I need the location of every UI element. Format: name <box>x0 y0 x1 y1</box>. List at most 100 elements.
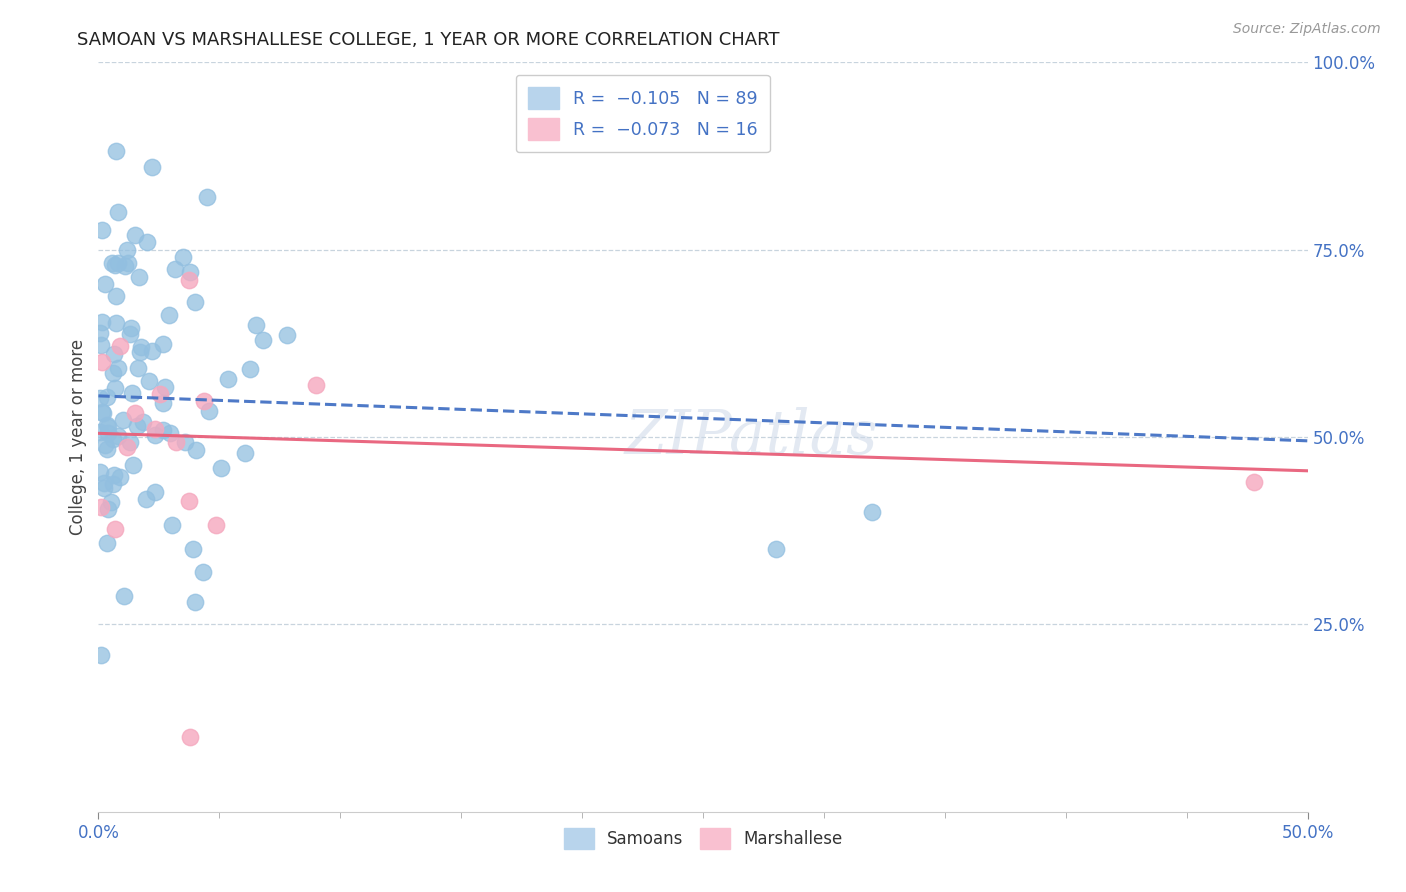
Point <box>124 406 146 420</box>
Point <box>114 259 136 273</box>
Point <box>131 415 153 429</box>
Point <box>103 347 125 361</box>
Point <box>129 340 152 354</box>
Point <box>97 425 120 440</box>
Point <box>104 258 127 272</box>
Point <box>97 502 120 516</box>
Point <box>103 467 125 482</box>
Point <box>118 327 141 342</box>
Point <box>165 262 187 277</box>
Point <box>107 256 129 270</box>
Point <box>305 377 328 392</box>
Y-axis label: College, 1 year or more: College, 1 year or more <box>69 339 87 535</box>
Point <box>97 420 120 434</box>
Point <box>135 491 157 506</box>
Point <box>91 406 114 420</box>
Point <box>115 440 138 454</box>
Point <box>107 360 129 375</box>
Point <box>159 426 181 441</box>
Point <box>90 500 112 515</box>
Point <box>128 345 150 359</box>
Point <box>89 425 111 439</box>
Point <box>100 495 122 509</box>
Point <box>89 465 111 479</box>
Point <box>152 423 174 437</box>
Point <box>765 542 787 557</box>
Point <box>103 433 125 447</box>
Point <box>90 648 112 662</box>
Point <box>94 277 117 291</box>
Point <box>152 396 174 410</box>
Point <box>96 442 118 456</box>
Point <box>93 475 115 490</box>
Point <box>157 308 180 322</box>
Point <box>104 144 127 158</box>
Point <box>1243 475 1265 489</box>
Point <box>104 316 127 330</box>
Point <box>179 730 201 744</box>
Point <box>141 343 163 358</box>
Point <box>108 469 131 483</box>
Point <box>128 270 150 285</box>
Point <box>91 355 114 369</box>
Point <box>239 362 262 376</box>
Point <box>90 405 112 419</box>
Point <box>217 372 239 386</box>
Point <box>198 404 221 418</box>
Point <box>127 360 149 375</box>
Point <box>191 566 214 580</box>
Point <box>165 435 187 450</box>
Point <box>177 273 200 287</box>
Point <box>89 391 111 405</box>
Point <box>186 442 208 457</box>
Point <box>121 385 143 400</box>
Point <box>160 517 183 532</box>
Point <box>96 418 118 433</box>
Point <box>172 250 194 264</box>
Point <box>135 235 157 250</box>
Point <box>120 435 142 450</box>
Text: Source: ZipAtlas.com: Source: ZipAtlas.com <box>1233 22 1381 37</box>
Point <box>90 223 112 237</box>
Text: ZIPatlas: ZIPatlas <box>624 407 879 467</box>
Point <box>149 386 172 401</box>
Point <box>193 393 215 408</box>
Point <box>276 328 298 343</box>
Text: SAMOAN VS MARSHALLESE COLLEGE, 1 YEAR OR MORE CORRELATION CHART: SAMOAN VS MARSHALLESE COLLEGE, 1 YEAR OR… <box>77 31 780 49</box>
Point <box>209 460 232 475</box>
Point <box>96 535 118 549</box>
Point <box>174 434 197 449</box>
Point <box>117 256 139 270</box>
Point <box>252 333 274 347</box>
Point <box>93 482 115 496</box>
Legend: Samoans, Marshallese: Samoans, Marshallese <box>557 822 849 855</box>
Point <box>117 243 139 257</box>
Point <box>121 458 143 472</box>
Point <box>152 336 174 351</box>
Point <box>143 422 166 436</box>
Point <box>245 318 267 332</box>
Point <box>127 419 149 434</box>
Point <box>90 338 112 352</box>
Point <box>184 295 207 310</box>
Point <box>179 265 201 279</box>
Point <box>143 428 166 442</box>
Point <box>112 589 135 603</box>
Point <box>141 161 163 175</box>
Point <box>120 320 142 334</box>
Point <box>195 190 218 204</box>
Point <box>107 205 129 219</box>
Point <box>103 366 125 380</box>
Point <box>94 438 117 452</box>
Point <box>107 429 129 443</box>
Point <box>108 339 131 353</box>
Point <box>101 476 124 491</box>
Point <box>143 485 166 500</box>
Point <box>104 522 127 536</box>
Point <box>91 315 114 329</box>
Point <box>205 518 228 533</box>
Point <box>155 380 177 394</box>
Point <box>104 381 127 395</box>
Point <box>89 326 111 340</box>
Point <box>124 227 146 242</box>
